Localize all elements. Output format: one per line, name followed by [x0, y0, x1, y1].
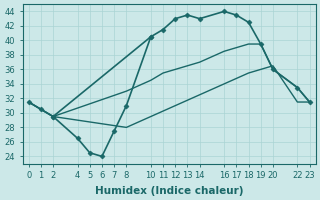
X-axis label: Humidex (Indice chaleur): Humidex (Indice chaleur): [95, 186, 244, 196]
